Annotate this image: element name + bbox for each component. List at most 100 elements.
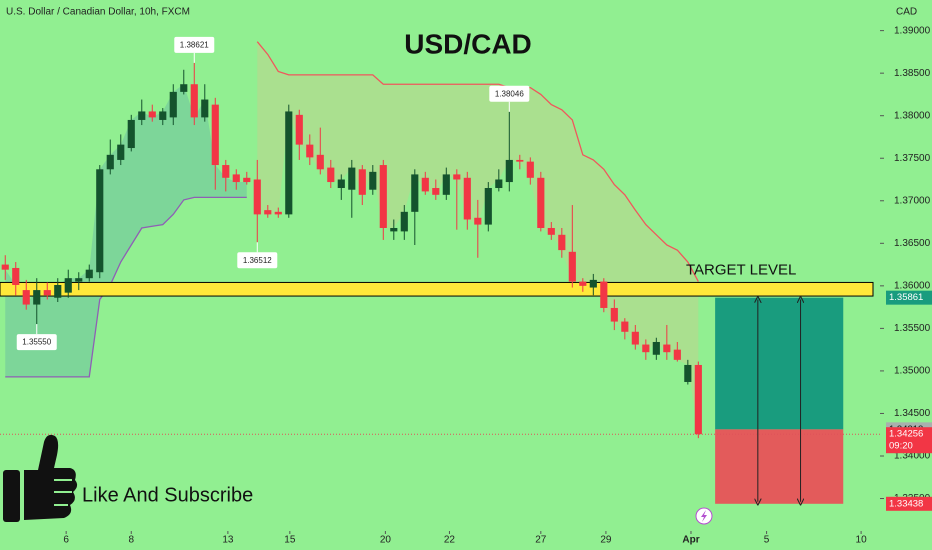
countdown-label: 09:20 — [889, 441, 913, 452]
candle-body — [75, 278, 83, 282]
y-tick-label: 1.35000 — [894, 366, 931, 377]
candle-body — [379, 165, 387, 228]
x-tick-label: Apr — [682, 535, 699, 546]
candle-body — [516, 159, 524, 162]
candle-body — [694, 364, 702, 435]
candle-body — [537, 177, 545, 228]
candle-body — [96, 169, 104, 273]
price-label-box — [886, 290, 932, 305]
candle-body — [64, 278, 72, 293]
callout-label: 1.38046 — [495, 89, 524, 98]
callout-label: 1.35550 — [22, 338, 51, 347]
x-tick-label: 8 — [128, 535, 134, 546]
candle-body — [85, 269, 93, 279]
candle-body — [264, 210, 272, 215]
candle-body — [432, 188, 440, 195]
candle-body — [285, 111, 293, 215]
y-tick-label: 1.34500 — [894, 408, 931, 419]
target-zone — [0, 281, 874, 297]
candle-body — [22, 290, 30, 305]
candle-body — [33, 290, 41, 305]
thumbs-up-icon — [3, 434, 78, 522]
y-tick-label: 1.38000 — [894, 110, 931, 121]
lower-band — [5, 196, 247, 378]
candle-body — [568, 251, 576, 282]
candle-body — [12, 267, 20, 285]
candle-body — [295, 114, 303, 145]
x-tick-label: 20 — [380, 535, 392, 546]
y-tick-label: 1.37000 — [894, 195, 931, 206]
y-tick-label: 1.39000 — [894, 25, 931, 36]
candle-body — [621, 321, 629, 332]
candle-body — [358, 169, 366, 195]
candle-body — [243, 177, 251, 183]
y-tick-label: 1.37500 — [894, 153, 931, 164]
price-label: 1.35861 — [889, 292, 923, 303]
candle-body — [159, 111, 167, 120]
y-tick-label: 1.36500 — [894, 238, 931, 249]
candle-body — [411, 174, 419, 212]
candle-body — [274, 211, 282, 215]
candle-body — [421, 177, 429, 192]
candle-body — [253, 179, 261, 215]
x-tick-label: 5 — [764, 535, 770, 546]
candle-body — [453, 174, 461, 180]
candle-body — [652, 341, 660, 355]
callout-label: 1.36512 — [243, 256, 272, 265]
callout-box — [489, 85, 530, 102]
candle-body — [558, 234, 566, 251]
y-tick-label: 1.34000 — [894, 451, 931, 462]
price-label: 1.34256 — [889, 429, 923, 440]
candle-body — [190, 84, 198, 118]
candle-body — [43, 290, 51, 296]
candle-body — [400, 211, 408, 232]
candle-body — [642, 344, 650, 353]
candle-body — [127, 119, 135, 149]
x-tick-label: 13 — [222, 535, 234, 546]
x-tick-label: 15 — [284, 535, 296, 546]
candle-body — [169, 91, 177, 118]
symbol-header: U.S. Dollar / Canadian Dollar, 10h, FXCM — [6, 7, 190, 18]
callout-label: 1.38621 — [180, 40, 209, 49]
candle-body — [106, 154, 114, 170]
price-label-box — [886, 427, 932, 454]
candle-body — [526, 161, 534, 178]
candle-body — [54, 284, 62, 298]
target-zone-label: TARGET LEVEL — [686, 261, 796, 278]
upper-band — [256, 41, 699, 282]
candle-body — [463, 177, 471, 220]
candle-body — [306, 144, 314, 158]
chart-title: USD/CAD — [404, 28, 532, 59]
candle-body — [316, 154, 324, 170]
x-tick-label: 27 — [535, 535, 547, 546]
candle-body — [484, 188, 492, 225]
candle-body — [579, 281, 587, 286]
price-label-box — [886, 496, 932, 511]
candle-body — [369, 171, 377, 190]
candle-body — [547, 227, 555, 235]
candle-body — [337, 179, 345, 189]
subscribe-text: Like And Subscribe — [82, 484, 253, 506]
loss-zone — [715, 429, 844, 504]
candle-body — [474, 217, 482, 225]
callout-box — [16, 334, 57, 351]
candle-body — [117, 144, 125, 160]
flash-icon — [695, 507, 713, 525]
x-tick-label: 6 — [63, 535, 69, 546]
candle-body — [505, 159, 513, 183]
x-tick-label: 29 — [600, 535, 612, 546]
band-fill — [5, 84, 247, 377]
currency-label: CAD — [896, 7, 917, 18]
candle-body — [211, 104, 219, 166]
candle-body — [600, 281, 608, 308]
candle-body — [589, 279, 597, 288]
candle-body — [684, 364, 692, 382]
candle-body — [663, 344, 671, 353]
candle-body — [390, 227, 398, 232]
callout-box — [174, 36, 215, 53]
callout-box — [237, 252, 278, 269]
candle-body — [495, 179, 503, 189]
y-tick-label: 1.35500 — [894, 323, 931, 334]
plot: 1.39000 1.38500 1.38000 1.37500 1.37000 1.365… — [0, 25, 932, 546]
